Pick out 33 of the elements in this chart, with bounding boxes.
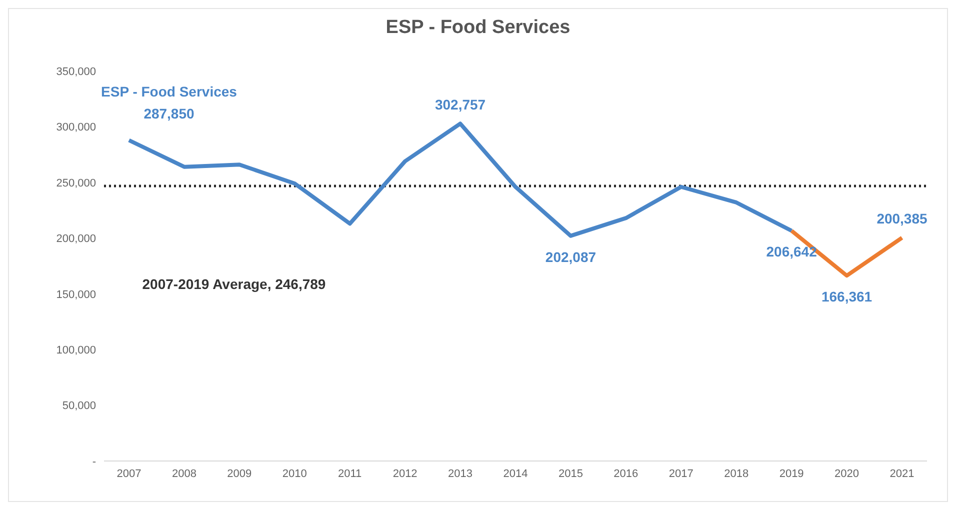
chart-title: ESP - Food Services bbox=[384, 17, 572, 39]
x-tick-label: 2009 bbox=[227, 468, 252, 480]
data-label: 302,757 bbox=[434, 96, 486, 113]
y-tick-label: 100,000 bbox=[56, 344, 96, 356]
line-series bbox=[127, 122, 794, 238]
x-tick-label: 2015 bbox=[558, 468, 583, 480]
data-label: 202,087 bbox=[545, 248, 596, 265]
data-label: 206,642 bbox=[766, 244, 818, 260]
x-tick-label: 2016 bbox=[614, 468, 638, 480]
data-label: 200,385 bbox=[876, 210, 928, 227]
text: ESP - Food Services bbox=[101, 83, 238, 100]
x-tick-label: 2018 bbox=[724, 468, 749, 480]
data-label: 287,850 bbox=[144, 105, 195, 122]
y-tick-label: 150,000 bbox=[56, 288, 96, 301]
x-tick-label: 2013 bbox=[448, 468, 473, 480]
x-tick-label: 2021 bbox=[890, 468, 914, 480]
x-tick-label: 2017 bbox=[668, 468, 694, 480]
x-tick-label: 2010 bbox=[282, 468, 307, 480]
y-tick-label: 300,000 bbox=[56, 122, 96, 134]
y-tick-label: - bbox=[92, 456, 96, 468]
y-tick-label: 350,000 bbox=[56, 66, 96, 78]
x-tick-label: 2012 bbox=[392, 468, 418, 480]
y-tick-label: 250,000 bbox=[56, 177, 96, 190]
x-tick-label: 2007 bbox=[116, 468, 142, 480]
data-label: 166,361 bbox=[821, 288, 872, 305]
y-tick-label: 50,000 bbox=[62, 400, 96, 412]
ref-line-label: 2007-2019 Average, 246,789 bbox=[142, 276, 326, 292]
x-tick-label: 2020 bbox=[834, 468, 860, 480]
x-tick-label: 2011 bbox=[338, 468, 362, 480]
x-tick-label: 2014 bbox=[503, 468, 528, 480]
x-tick-label: 2019 bbox=[779, 468, 804, 480]
y-tick-label: 200,000 bbox=[56, 233, 96, 246]
x-tick-label: 2008 bbox=[172, 468, 196, 480]
